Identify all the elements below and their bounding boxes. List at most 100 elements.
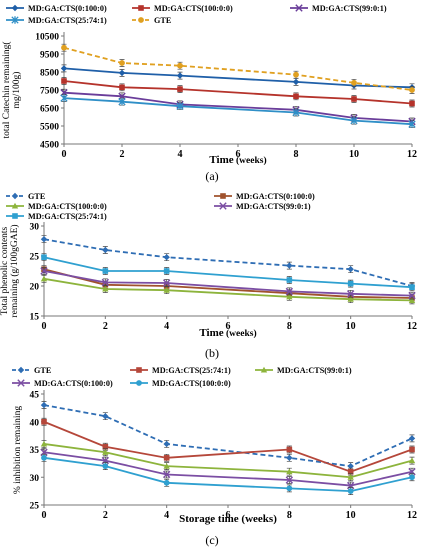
legend-label-2: MD:GA:CTS(100:0:0) [28,202,107,211]
data-point-s0-plegend [17,366,25,374]
series-line-1 [43,420,413,473]
series-line-2 [63,91,413,123]
x-tick-label-2: 4 [178,149,183,160]
y-axis-label: total Catechin remaining(mg/100g) [1,41,22,138]
data-point-s2-plegend [11,202,19,209]
y-tick-label-1: 5500 [40,123,59,133]
series-line-4 [43,456,413,493]
data-point-s4-p3 [286,277,293,283]
series-line-2 [43,443,413,479]
x-axis-label: Storage time (weeks) [179,513,277,525]
data-point-s0-p1 [118,69,126,77]
data-point-s3-p5 [408,291,416,300]
legend-label-1: MD:GA:CTS(100:0:0) [154,4,233,13]
data-point-s2-p2 [163,287,170,293]
data-point-s1-p5 [409,446,415,453]
x-tick-label-1: 2 [120,149,125,160]
data-point-s4-p4 [351,79,357,86]
series-line-0 [63,67,413,89]
data-point-s0-p1 [102,246,109,254]
data-point-s0-plegend [11,192,19,200]
data-point-s0-p0 [40,401,48,409]
legend-label-3: MD:GA:CTS(0:100:0) [34,379,113,388]
data-point-s4-p1 [102,268,109,274]
x-tick-label-6: 12 [407,510,417,521]
legend-label-1: MD:GA:CTS(25:74:1) [152,366,231,375]
y-tick-label-4: 45 [30,391,40,401]
x-tick-label-1: 2 [103,321,108,332]
series-line-4 [63,46,413,91]
data-point-s4-plegend [12,213,18,219]
data-point-s2-plegend [295,4,303,12]
data-point-s1-plegend [138,5,144,11]
legend-label-2: MD:GA:CTS(99:0:1) [312,4,387,13]
x-tick-label-6: 12 [407,149,417,160]
panel-caption: (b) [205,346,219,360]
data-point-s4-p4 [347,280,354,287]
y-tick-label-0: 4500 [40,141,59,151]
series-line-1 [43,268,413,299]
x-tick-label-5: 10 [346,321,356,332]
data-point-s4-p5 [409,474,415,481]
panel-caption: (a) [205,169,218,183]
legend-label-1: MD:GA:CTS(0:100:0) [236,192,315,201]
x-tick-label-5: 10 [346,510,356,521]
data-point-s0-p0 [60,65,68,72]
data-point-s1-plegend [136,367,142,373]
data-point-s1-p5 [409,100,415,107]
data-point-s2-p2 [163,462,170,469]
legend-label-3: MD:GA:CTS(25:74:1) [28,16,107,25]
data-point-s4-p0 [41,454,47,461]
data-point-s1-p3 [286,446,293,453]
data-point-s1-p1 [119,84,125,91]
x-axis-label: Time (weeks) [199,327,256,339]
series-line-4 [43,256,413,289]
chart-panel-c: 25 30 35 40 45 0 2 4 6 8 10 12 GTE MD:GA:CTS(25:74:1)… [12,366,417,547]
data-point-s1-p1 [102,443,109,450]
data-point-s0-p3 [286,262,293,269]
data-point-s4-plegend [136,380,142,386]
x-tick-label-4: 8 [287,510,292,521]
x-tick-label-6: 12 [407,321,417,332]
data-point-s2-p0 [40,275,48,282]
chart-panel-a: 4500 5500 6500 7500 8500 9500 10500 0 2 4 6 8 10 12 MD… [1,4,417,183]
y-tick-label-0: 25 [30,502,40,512]
series-line-0 [43,238,413,287]
x-tick-label-0: 0 [42,321,47,332]
series-line-3 [43,270,413,297]
data-point-s2-p0 [40,440,48,447]
y-tick-label-3: 40 [30,418,40,428]
data-point-s3-p2 [162,279,171,287]
data-point-s4-p5 [409,87,415,93]
data-point-s3-p4 [350,116,358,125]
y-tick-label-3: 7500 [40,87,59,97]
data-point-s0-p3 [292,78,300,86]
y-tick-label-0: 15 [30,313,40,323]
x-tick-label-2: 4 [164,510,169,521]
legend-label-3: MD:GA:CTS(99:0:1) [236,202,311,211]
x-tick-label-3: 6 [226,510,231,521]
y-tick-label-3: 30 [30,223,40,233]
data-point-s1-p2 [163,455,170,461]
data-point-s3-p2 [162,470,171,479]
data-point-s3-plegend [17,379,25,387]
data-point-s0-plegend [11,4,19,12]
data-point-s3-p1 [101,278,110,287]
x-tick-label-4: 8 [287,321,292,332]
data-point-s0-p5 [408,435,416,442]
x-tick-label-3: 6 [226,321,231,332]
x-tick-label-4: 8 [294,149,299,160]
data-point-s3-p3 [292,108,300,117]
data-point-s4-plegend [138,17,144,23]
data-point-s1-plegend [220,193,226,199]
legend-label-4: GTE [154,16,172,25]
data-point-s0-p4 [347,462,354,470]
data-point-s4-p2 [163,479,170,486]
data-point-s1-p3 [293,93,299,100]
y-tick-label-1: 20 [30,283,40,293]
x-tick-label-5: 10 [349,149,359,160]
data-point-s4-p3 [286,485,293,492]
data-point-s4-p4 [347,488,354,495]
y-axis-label: Total phenolic contentsremaining (g/100g… [0,224,20,317]
